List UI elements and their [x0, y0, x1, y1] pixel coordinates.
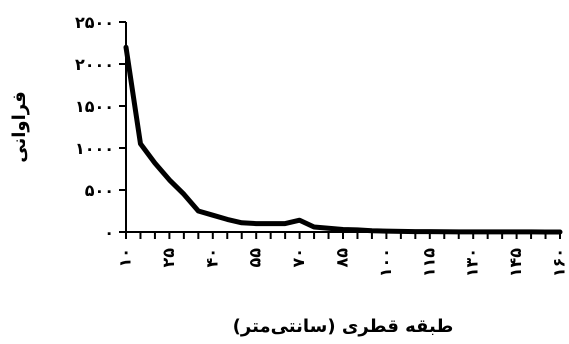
x-tick-label: ۵۵ — [246, 248, 265, 268]
x-tick-label: ۱۴۵ — [506, 248, 525, 278]
x-tick-label: ۱۰۰ — [376, 248, 395, 277]
y-tick-label: ۲۵۰۰ — [75, 13, 114, 32]
x-tick-label: ۱۱۵ — [419, 248, 438, 278]
x-axis-title: طبقه قطری (سانتی‌متر) — [233, 316, 454, 337]
series-group — [123, 44, 563, 235]
x-tick-label: ۱۶۰ — [550, 248, 569, 277]
y-axis-title: فراوانی — [9, 91, 30, 162]
y-tick-label: ۲۰۰۰ — [75, 55, 114, 74]
y-tick-label: ۱۵۰۰ — [75, 97, 114, 116]
y-tick-label: ۰ — [104, 223, 114, 242]
x-tick-label: ۸۵ — [333, 248, 352, 268]
series-line — [123, 44, 563, 235]
y-tick-label: ۱۰۰۰ — [75, 139, 114, 158]
y-tick-label: ۵۰۰ — [85, 181, 114, 200]
x-tick-label: ۷۰ — [289, 248, 308, 268]
x-tick-label: ۱۳۰ — [463, 248, 482, 277]
x-axis: ۱۰ ۲۵ ۴۰ ۵۵ ۷۰ ۸۵ ۱۰۰ ۱۱۵ ۱۳۰ ۱۴۵ ۱۶۰ — [116, 231, 569, 278]
x-tick-label: ۲۵ — [159, 248, 178, 268]
x-tick-label: ۴۰ — [202, 248, 221, 268]
x-tick-label: ۱۰ — [116, 248, 135, 268]
y-axis: ۰ ۵۰۰ ۱۰۰۰ ۱۵۰۰ ۲۰۰۰ ۲۵۰۰ — [75, 13, 127, 242]
